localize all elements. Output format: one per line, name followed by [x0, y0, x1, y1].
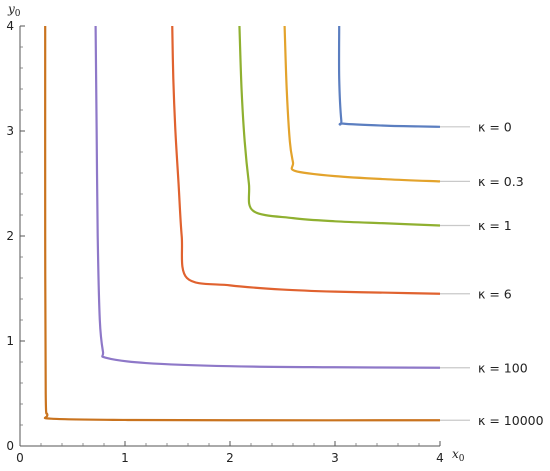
- series-line-4: [94, 25, 441, 369]
- series-line-0: [337, 25, 441, 128]
- series-line-1: [283, 25, 441, 183]
- legend-label-2: κ = 1: [478, 218, 512, 233]
- x-tick-label: 1: [121, 451, 129, 465]
- series-line-5: [43, 25, 441, 422]
- legend-label-4: κ = 100: [478, 360, 528, 375]
- x-axis-title: x0: [452, 447, 465, 464]
- x-tick-label: 3: [331, 451, 339, 465]
- axis-ticks: [19, 25, 441, 447]
- legend-label-1: κ = 0.3: [478, 174, 524, 189]
- axis-tick-labels: 0 1 2 3 4 0 1 2 3 4: [6, 19, 443, 465]
- legend-label-0: κ = 0: [478, 119, 512, 134]
- series-line-2: [238, 25, 441, 227]
- y-tick-label: 0: [6, 439, 14, 453]
- y-tick-label: 3: [6, 124, 14, 138]
- series-line-3: [171, 25, 441, 295]
- y-tick-label: 2: [6, 229, 14, 243]
- x-tick-label: 4: [436, 451, 444, 465]
- y-axis-title: y0: [7, 2, 21, 19]
- legend-label-3: κ = 6: [478, 286, 512, 301]
- x-tick-label: 2: [226, 451, 234, 465]
- y-tick-label: 4: [6, 19, 14, 33]
- legend-connectors: [440, 126, 470, 421]
- legend: κ = 0 κ = 0.3 κ = 1 κ = 6 κ = 100 κ = 10000: [478, 119, 544, 427]
- series-group: [43, 25, 441, 422]
- axes: [19, 26, 440, 447]
- x-tick-label: 0: [16, 451, 24, 465]
- y-tick-label: 1: [6, 334, 14, 348]
- legend-label-5: κ = 10000: [478, 413, 544, 428]
